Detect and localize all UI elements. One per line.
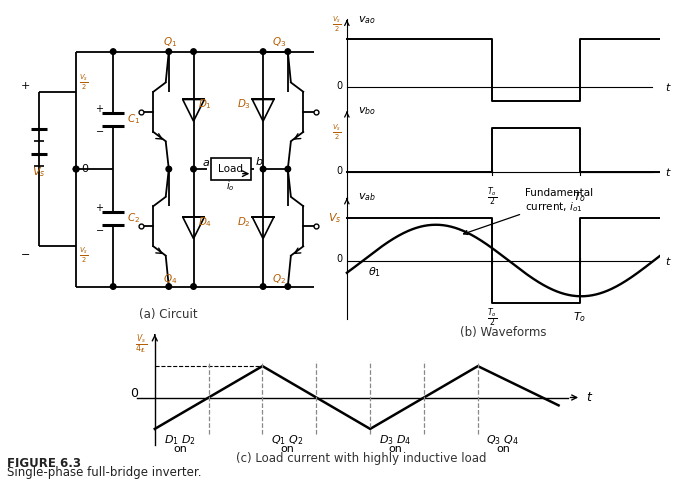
Text: $\frac{V_s}{2}$: $\frac{V_s}{2}$: [79, 246, 89, 265]
Text: $Q_3\ Q_4$: $Q_3\ Q_4$: [487, 433, 520, 447]
Text: on: on: [388, 444, 402, 455]
Circle shape: [73, 166, 79, 172]
Circle shape: [110, 284, 116, 289]
Text: $\frac{V_s}{2}$: $\frac{V_s}{2}$: [332, 123, 341, 142]
Text: $D_2$: $D_2$: [237, 215, 250, 228]
Text: FIGURE 6.3: FIGURE 6.3: [7, 457, 81, 470]
Text: $\theta_1$: $\theta_1$: [368, 265, 381, 279]
Text: $+$: $+$: [95, 202, 104, 213]
Text: on: on: [281, 444, 295, 455]
Text: $t$: $t$: [586, 391, 593, 404]
Text: $-$: $-$: [20, 247, 30, 257]
Text: $T_o$: $T_o$: [573, 311, 586, 324]
Text: Load: Load: [218, 164, 243, 174]
Text: $Q_2$: $Q_2$: [273, 272, 287, 285]
Text: (a) Circuit: (a) Circuit: [139, 308, 198, 321]
Text: $\frac{V_s}{2}$: $\frac{V_s}{2}$: [79, 73, 89, 92]
Text: $v_{ab}$: $v_{ab}$: [358, 191, 376, 203]
Text: $b$: $b$: [255, 156, 264, 167]
Text: $+$: $+$: [20, 80, 30, 91]
Text: $-$: $-$: [95, 224, 104, 234]
Circle shape: [166, 166, 172, 172]
Text: $a$: $a$: [202, 158, 210, 168]
Text: $Q_1$: $Q_1$: [163, 35, 177, 49]
Circle shape: [166, 49, 172, 55]
Circle shape: [285, 49, 291, 55]
Text: $0$: $0$: [81, 161, 89, 173]
Text: $+$: $+$: [95, 103, 104, 114]
Text: $\frac{T_o}{2}$: $\frac{T_o}{2}$: [487, 306, 497, 328]
Text: Fundamental
current, $i_{o1}$: Fundamental current, $i_{o1}$: [464, 188, 593, 235]
Text: $D_1\ D_2$: $D_1\ D_2$: [164, 433, 196, 447]
Circle shape: [260, 284, 266, 289]
Text: $t$: $t$: [666, 167, 672, 178]
Text: $C_1$: $C_1$: [127, 113, 140, 127]
Circle shape: [285, 166, 291, 172]
Text: $0$: $0$: [336, 253, 343, 264]
Text: Single-phase full-bridge inverter.: Single-phase full-bridge inverter.: [7, 466, 201, 479]
Circle shape: [260, 166, 266, 172]
Text: $T_o$: $T_o$: [573, 190, 586, 203]
Text: $i_o$: $i_o$: [226, 179, 235, 193]
Text: (b) Waveforms: (b) Waveforms: [460, 327, 546, 340]
Circle shape: [285, 284, 291, 289]
Text: $v_{bo}$: $v_{bo}$: [358, 106, 376, 117]
Text: $Q_3$: $Q_3$: [273, 35, 287, 49]
Text: $V_s$: $V_s$: [32, 165, 46, 179]
Text: $0$: $0$: [336, 79, 343, 90]
Text: $D_3$: $D_3$: [237, 97, 251, 111]
Circle shape: [190, 49, 197, 55]
Text: $D_3\ D_4$: $D_3\ D_4$: [379, 433, 412, 447]
Text: $Q_1\ Q_2$: $Q_1\ Q_2$: [271, 433, 304, 447]
Circle shape: [190, 284, 197, 289]
Text: $V_s$: $V_s$: [328, 212, 342, 226]
FancyBboxPatch shape: [211, 158, 251, 180]
Text: $v_{ao}$: $v_{ao}$: [358, 14, 376, 26]
Text: $-$: $-$: [95, 126, 104, 135]
Text: $0$: $0$: [129, 387, 139, 400]
Circle shape: [260, 49, 266, 55]
Text: on: on: [496, 444, 510, 455]
Text: $t$: $t$: [666, 255, 672, 267]
Circle shape: [73, 166, 79, 172]
Text: $\frac{T_o}{2}$: $\frac{T_o}{2}$: [487, 185, 497, 208]
Text: $D_4$: $D_4$: [198, 215, 213, 228]
Circle shape: [166, 284, 172, 289]
Circle shape: [190, 166, 197, 172]
Text: $t$: $t$: [666, 81, 672, 93]
Text: $D_1$: $D_1$: [198, 97, 212, 111]
Text: $0$: $0$: [336, 164, 343, 176]
Circle shape: [110, 49, 116, 55]
Text: $C_2$: $C_2$: [127, 212, 140, 226]
Text: (c) Load current with highly inductive load: (c) Load current with highly inductive l…: [236, 452, 487, 465]
Text: $\frac{V_s}{4_{fL}}$: $\frac{V_s}{4_{fL}}$: [135, 332, 147, 356]
Text: $\frac{V_s}{2}$: $\frac{V_s}{2}$: [332, 14, 341, 34]
Text: $Q_4$: $Q_4$: [163, 272, 177, 285]
Text: on: on: [173, 444, 187, 455]
